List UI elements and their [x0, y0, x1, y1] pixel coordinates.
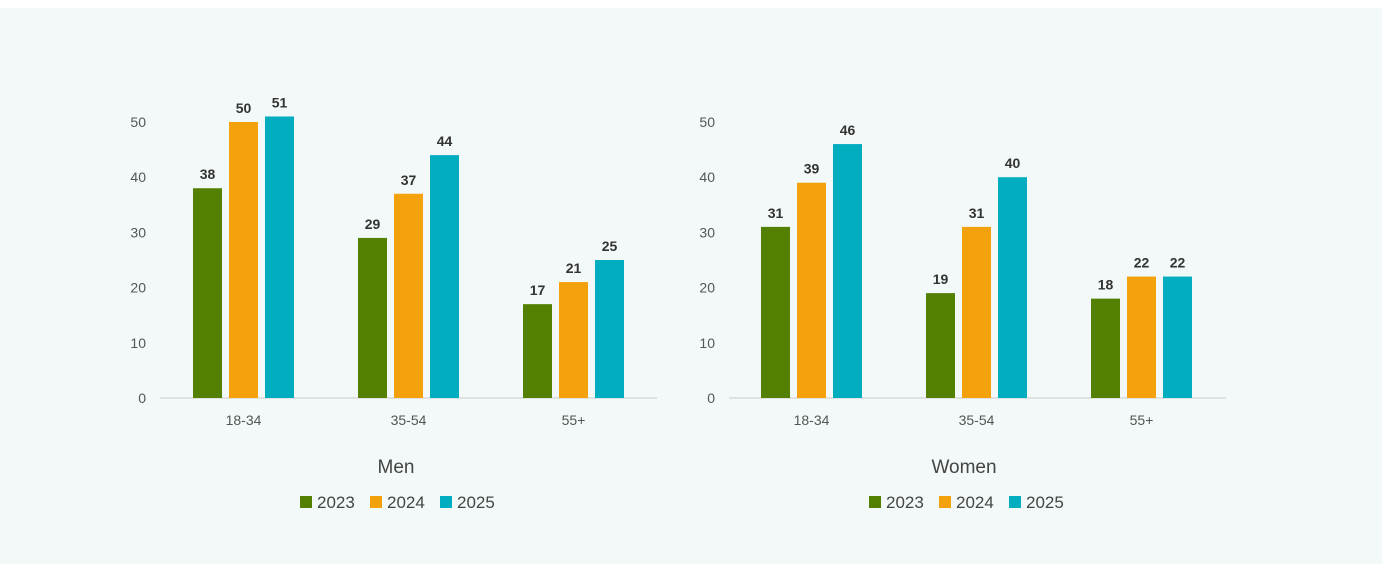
bar-2024-18-34	[229, 122, 258, 398]
bar-2024-35-54	[394, 193, 423, 398]
y-tick-label: 10	[130, 335, 146, 351]
data-label: 44	[437, 133, 453, 149]
data-label: 19	[933, 271, 949, 287]
x-tick-label: 35-54	[959, 412, 995, 428]
y-tick-label: 10	[699, 335, 715, 351]
legend-swatch-2025	[1009, 496, 1021, 508]
legend-swatch-2024	[939, 496, 951, 508]
data-label: 37	[401, 172, 417, 188]
x-tick-label: 35-54	[391, 412, 427, 428]
legend-swatch-2025	[440, 496, 452, 508]
legend-label: 2025	[1026, 493, 1064, 512]
chart-title: Women	[931, 457, 996, 478]
y-tick-label: 0	[138, 390, 146, 406]
bar-2024-55+	[1127, 276, 1156, 398]
bar-2023-18-34	[761, 226, 790, 398]
chart-title: Men	[378, 457, 415, 478]
y-tick-label: 50	[699, 114, 715, 130]
data-label: 46	[840, 122, 856, 138]
bar-2024-55+	[559, 282, 588, 398]
y-tick-label: 20	[130, 280, 146, 296]
data-label: 31	[768, 205, 784, 221]
data-label: 21	[566, 260, 582, 276]
x-tick-label: 18-34	[226, 412, 262, 428]
data-label: 22	[1170, 255, 1186, 271]
y-tick-label: 40	[699, 169, 715, 185]
legend-swatch-2024	[370, 496, 382, 508]
y-tick-label: 20	[699, 280, 715, 296]
legend-label: 2023	[886, 493, 924, 512]
bar-2023-18-34	[193, 188, 222, 398]
legend-swatch-2023	[869, 496, 881, 508]
legend-label: 2024	[387, 493, 425, 512]
bar-2025-18-34	[833, 144, 862, 398]
x-tick-label: 18-34	[794, 412, 830, 428]
data-label: 29	[365, 216, 381, 232]
legend-label: 2025	[457, 493, 495, 512]
legend-label: 2024	[956, 493, 994, 512]
bar-2025-18-34	[265, 116, 294, 398]
x-tick-label: 55+	[1130, 412, 1154, 428]
y-tick-label: 30	[699, 224, 715, 240]
data-label: 31	[969, 205, 985, 221]
bar-2023-35-54	[926, 293, 955, 398]
data-label: 39	[804, 161, 820, 177]
bar-2025-35-54	[998, 177, 1027, 398]
y-tick-label: 50	[130, 114, 146, 130]
bar-2023-55+	[1091, 298, 1120, 398]
bar-2023-55+	[523, 304, 552, 398]
data-label: 25	[602, 238, 618, 254]
bar-2025-35-54	[430, 155, 459, 398]
bar-2024-18-34	[797, 182, 826, 398]
bar-2024-35-54	[962, 226, 991, 398]
y-tick-label: 40	[130, 169, 146, 185]
data-label: 40	[1005, 155, 1021, 171]
data-label: 22	[1134, 255, 1150, 271]
data-label: 17	[530, 282, 546, 298]
data-label: 18	[1098, 277, 1114, 293]
bar-2025-55+	[595, 260, 624, 398]
y-tick-label: 0	[707, 390, 715, 406]
x-tick-label: 55+	[562, 412, 586, 428]
bar-2025-55+	[1163, 276, 1192, 398]
legend-label: 2023	[317, 493, 355, 512]
data-label: 38	[200, 166, 216, 182]
y-tick-label: 30	[130, 224, 146, 240]
data-label: 50	[236, 100, 252, 116]
legend-swatch-2023	[300, 496, 312, 508]
data-label: 51	[272, 94, 288, 110]
bar-2023-35-54	[358, 237, 387, 398]
